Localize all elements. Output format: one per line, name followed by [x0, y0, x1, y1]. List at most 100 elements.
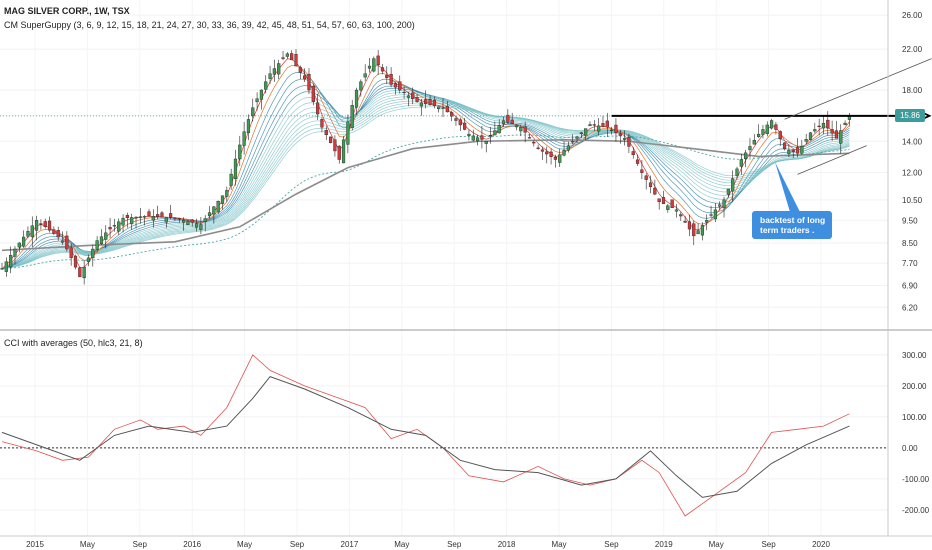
- x-tick-label: 2017: [341, 540, 359, 549]
- candle-body: [22, 236, 26, 247]
- x-tick-label: Sep: [447, 540, 462, 549]
- candle-body: [277, 63, 281, 75]
- cci-tick-label: -200.00: [902, 506, 930, 515]
- candle-body: [787, 149, 791, 154]
- callout-pointer: [775, 162, 800, 212]
- candle-body: [757, 133, 761, 137]
- candle-body: [778, 131, 782, 140]
- candle-body: [817, 125, 821, 127]
- overlay-legend: CM SuperGuppy (3, 6, 9, 12, 15, 18, 21, …: [4, 20, 415, 30]
- candle-body: [354, 89, 359, 108]
- candle-body: [47, 220, 52, 231]
- candle-body: [640, 169, 644, 173]
- candle-body: [726, 188, 730, 195]
- ema-200-line: [1, 138, 850, 252]
- candle-body: [813, 129, 817, 132]
- candle-body: [411, 92, 415, 99]
- candle-body: [13, 248, 17, 257]
- candle-body: [627, 137, 631, 147]
- candle-body: [839, 130, 843, 144]
- candle-body: [341, 139, 346, 164]
- candle-body: [238, 144, 242, 160]
- candle-body: [402, 91, 406, 94]
- price-tick-label: 26.00: [902, 11, 923, 20]
- price-tick-label: 9.50: [902, 216, 918, 225]
- candle-body: [376, 55, 380, 65]
- candle-body: [251, 107, 255, 117]
- candle-body: [264, 81, 268, 90]
- candle-body: [147, 211, 151, 217]
- candle-body: [713, 209, 717, 220]
- candle-body: [843, 122, 847, 125]
- cci-legend: CCI with averages (50, hlc3, 21, 8): [4, 338, 143, 348]
- candle-body: [475, 137, 480, 142]
- x-tick-label: Sep: [133, 540, 148, 549]
- candle-body: [501, 120, 506, 125]
- candle-body: [584, 128, 588, 136]
- candle-body: [177, 218, 181, 220]
- x-tick-label: Sep: [761, 540, 776, 549]
- candle-body: [739, 159, 743, 167]
- candle-body: [722, 199, 726, 209]
- candle-body: [614, 124, 618, 133]
- cci-series-cci: [1, 354, 850, 517]
- guppy-ema-line: [1, 92, 850, 269]
- x-tick-label: 2019: [655, 540, 673, 549]
- cci-series-average: [1, 376, 850, 498]
- candle-body: [532, 141, 536, 144]
- candle-body: [622, 138, 627, 140]
- candle-body: [445, 106, 449, 113]
- candle-body: [359, 81, 363, 91]
- candle-body: [259, 89, 264, 100]
- candle-body: [432, 99, 436, 106]
- candle-body: [9, 255, 13, 268]
- candle-body: [661, 197, 666, 205]
- x-tick-label: 2020: [812, 540, 830, 549]
- candle-body: [709, 214, 713, 216]
- candle-body: [216, 200, 220, 213]
- x-tick-label: Sep: [604, 540, 619, 549]
- candle-body: [229, 173, 233, 186]
- candle-body: [795, 147, 800, 154]
- price-tick-label: 7.70: [902, 259, 918, 268]
- x-tick-label: 2018: [498, 540, 516, 549]
- candle-body: [290, 53, 294, 61]
- candle-body: [303, 75, 307, 80]
- candle-body: [821, 122, 826, 129]
- candle-body: [65, 235, 69, 250]
- candle-body: [4, 261, 8, 272]
- candle-body: [86, 257, 91, 262]
- candle-body: [164, 217, 168, 223]
- candle-body: [367, 65, 372, 69]
- candle-body: [808, 132, 813, 140]
- candle-body: [666, 205, 670, 210]
- candle-body: [363, 73, 367, 78]
- candle-body: [769, 120, 774, 129]
- candle-body: [471, 135, 475, 141]
- candle-body: [718, 204, 722, 207]
- candle-body: [558, 154, 562, 163]
- candle-body: [428, 99, 432, 105]
- cci-tick-label: 100.00: [902, 413, 927, 422]
- candle-body: [298, 67, 302, 73]
- candle-body: [506, 114, 510, 123]
- candle-body: [454, 118, 458, 121]
- candle-body: [143, 216, 147, 218]
- price-pane: [0, 49, 932, 285]
- x-tick-label: May: [237, 540, 252, 549]
- candle-body: [804, 139, 808, 142]
- candle-body: [601, 123, 605, 127]
- cci-tick-label: 200.00: [902, 382, 927, 391]
- callout-annotation: backtest of long term traders .: [752, 211, 832, 239]
- candle-body: [393, 83, 398, 88]
- candle-body: [566, 145, 570, 151]
- candle-body: [281, 57, 285, 59]
- candle-body: [43, 221, 47, 228]
- candle-body: [337, 145, 341, 160]
- candle-body: [255, 98, 259, 103]
- x-tick-label: Sep: [290, 540, 305, 549]
- candle-body: [233, 158, 238, 179]
- candle-body: [108, 226, 112, 230]
- candle-body: [104, 232, 108, 240]
- callout-line-1: backtest of long: [760, 215, 826, 225]
